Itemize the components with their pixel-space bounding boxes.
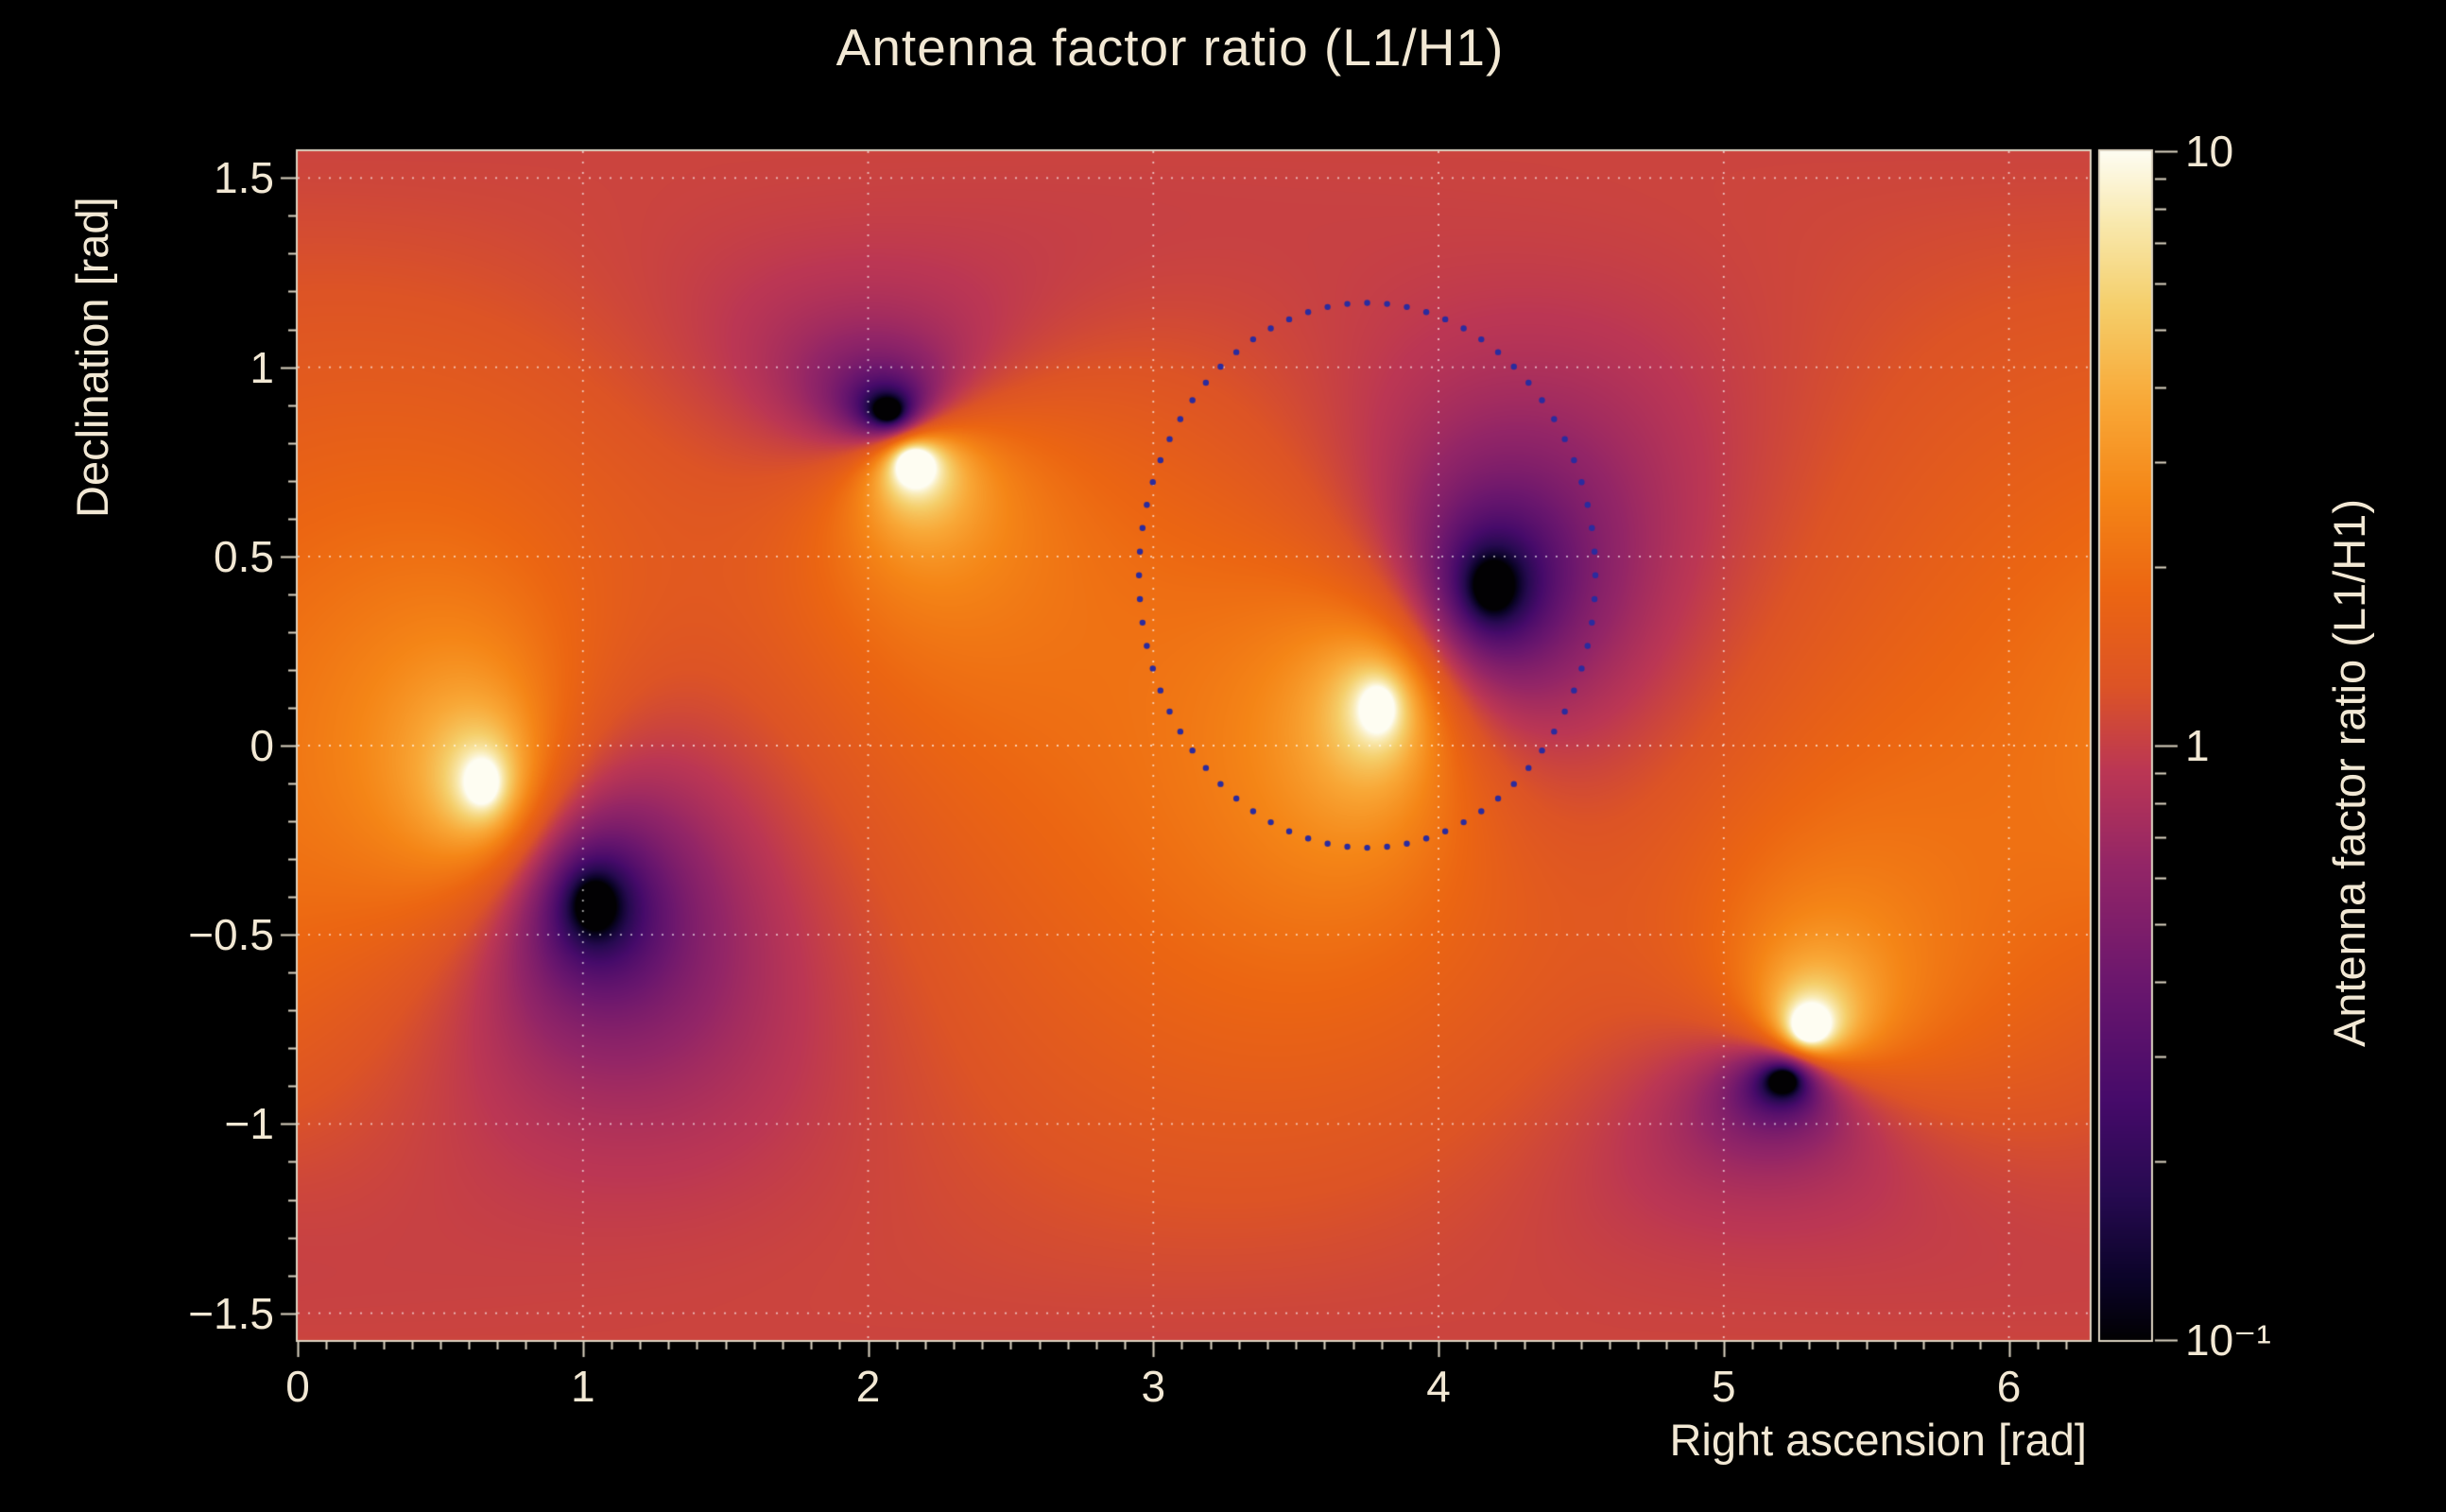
colorbar-tick-label: 1 [2185,721,2210,770]
x-tick-label: 0 [285,1362,310,1411]
x-tick-label: 5 [1711,1362,1736,1411]
y-axis-label: Declination [rad] [67,197,117,518]
chart-title: Antenna factor ratio (L1/H1) [835,18,1505,77]
x-axis-label: Right ascension [rad] [1669,1415,2087,1465]
colorbar-tick-label: 10⁻¹ [2185,1315,2271,1365]
x-tick-label: 1 [570,1362,595,1411]
x-tick-label: 3 [1141,1362,1166,1411]
x-tick-label: 2 [855,1362,881,1411]
y-tick-label: 1.5 [214,153,274,203]
y-tick-label: −1 [224,1099,274,1149]
colorbar-label: Antenna factor ratio (L1/H1) [2324,499,2374,1047]
x-tick-label: 6 [1996,1362,2022,1411]
y-tick-label: 0 [250,721,274,770]
y-tick-label: 1 [250,342,274,392]
colorbar-tick-label: 10 [2185,127,2234,176]
y-tick-label: −0.5 [188,910,274,960]
y-tick-label: 0.5 [214,531,274,581]
y-tick-label: −1.5 [188,1288,274,1338]
x-tick-label: 4 [1426,1362,1451,1411]
